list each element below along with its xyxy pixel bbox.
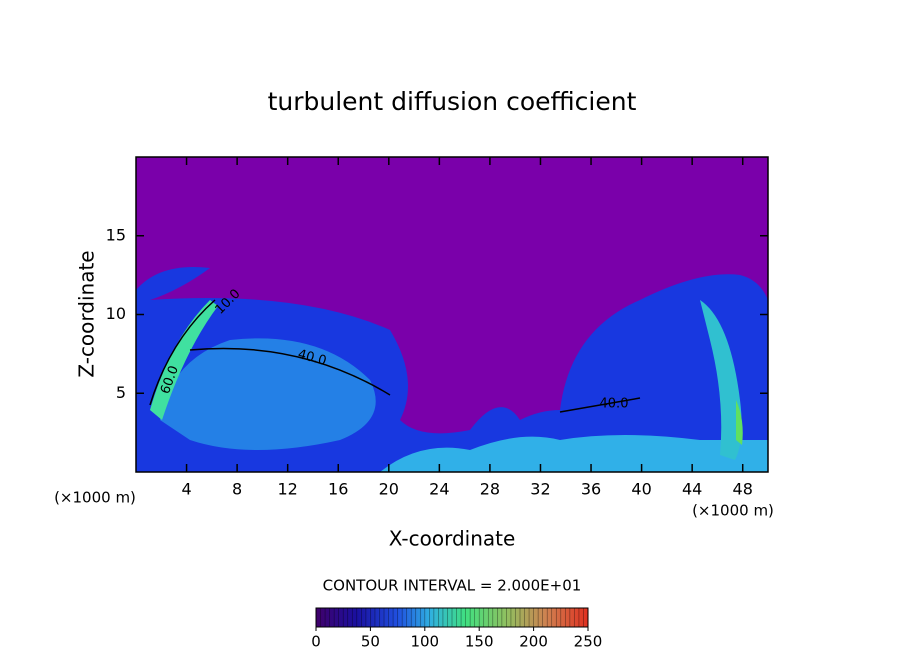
x-tick-label: 12 <box>278 480 298 499</box>
colorbar-tick-label: 50 <box>361 633 380 651</box>
y-tick-label: 15 <box>106 225 126 244</box>
x-tick-label: 16 <box>328 480 348 499</box>
x-unit: (×1000 m) <box>54 489 136 507</box>
x-tick-label: 28 <box>480 480 500 499</box>
colorbar-tick-label: 0 <box>311 633 321 651</box>
contour-label: 40.0 <box>296 347 328 369</box>
x-tick-label: 32 <box>530 480 550 499</box>
x-tick-label: 48 <box>733 480 753 499</box>
y-tick-label: 5 <box>116 383 126 402</box>
x-tick-label: 8 <box>232 480 242 499</box>
colorbar-tick-label: 250 <box>574 633 603 651</box>
colorbar-tick-label: 200 <box>519 633 548 651</box>
contour-label: 40.0 <box>600 397 629 412</box>
x-tick-label: 40 <box>631 480 651 499</box>
x-tick-label: 24 <box>429 480 449 499</box>
x-tick-label: 20 <box>379 480 399 499</box>
x-tick-label: 4 <box>181 480 191 499</box>
colorbar-tick-label: 100 <box>410 633 439 651</box>
contour-interval: CONTOUR INTERVAL = 2.000E+01 <box>323 577 582 595</box>
chart-title: turbulent diffusion coefficient <box>268 87 637 116</box>
x-tick-label: 44 <box>682 480 702 499</box>
x-unit: (×1000 m) <box>692 502 774 520</box>
colorbar-tick-label: 150 <box>465 633 494 651</box>
x-tick-label: 36 <box>581 480 601 499</box>
y-tick-label: 10 <box>106 304 126 323</box>
x-axis-label: X-coordinate <box>389 527 516 551</box>
y-axis-label: Z-coordinate <box>75 250 99 377</box>
contour-field <box>136 157 768 472</box>
